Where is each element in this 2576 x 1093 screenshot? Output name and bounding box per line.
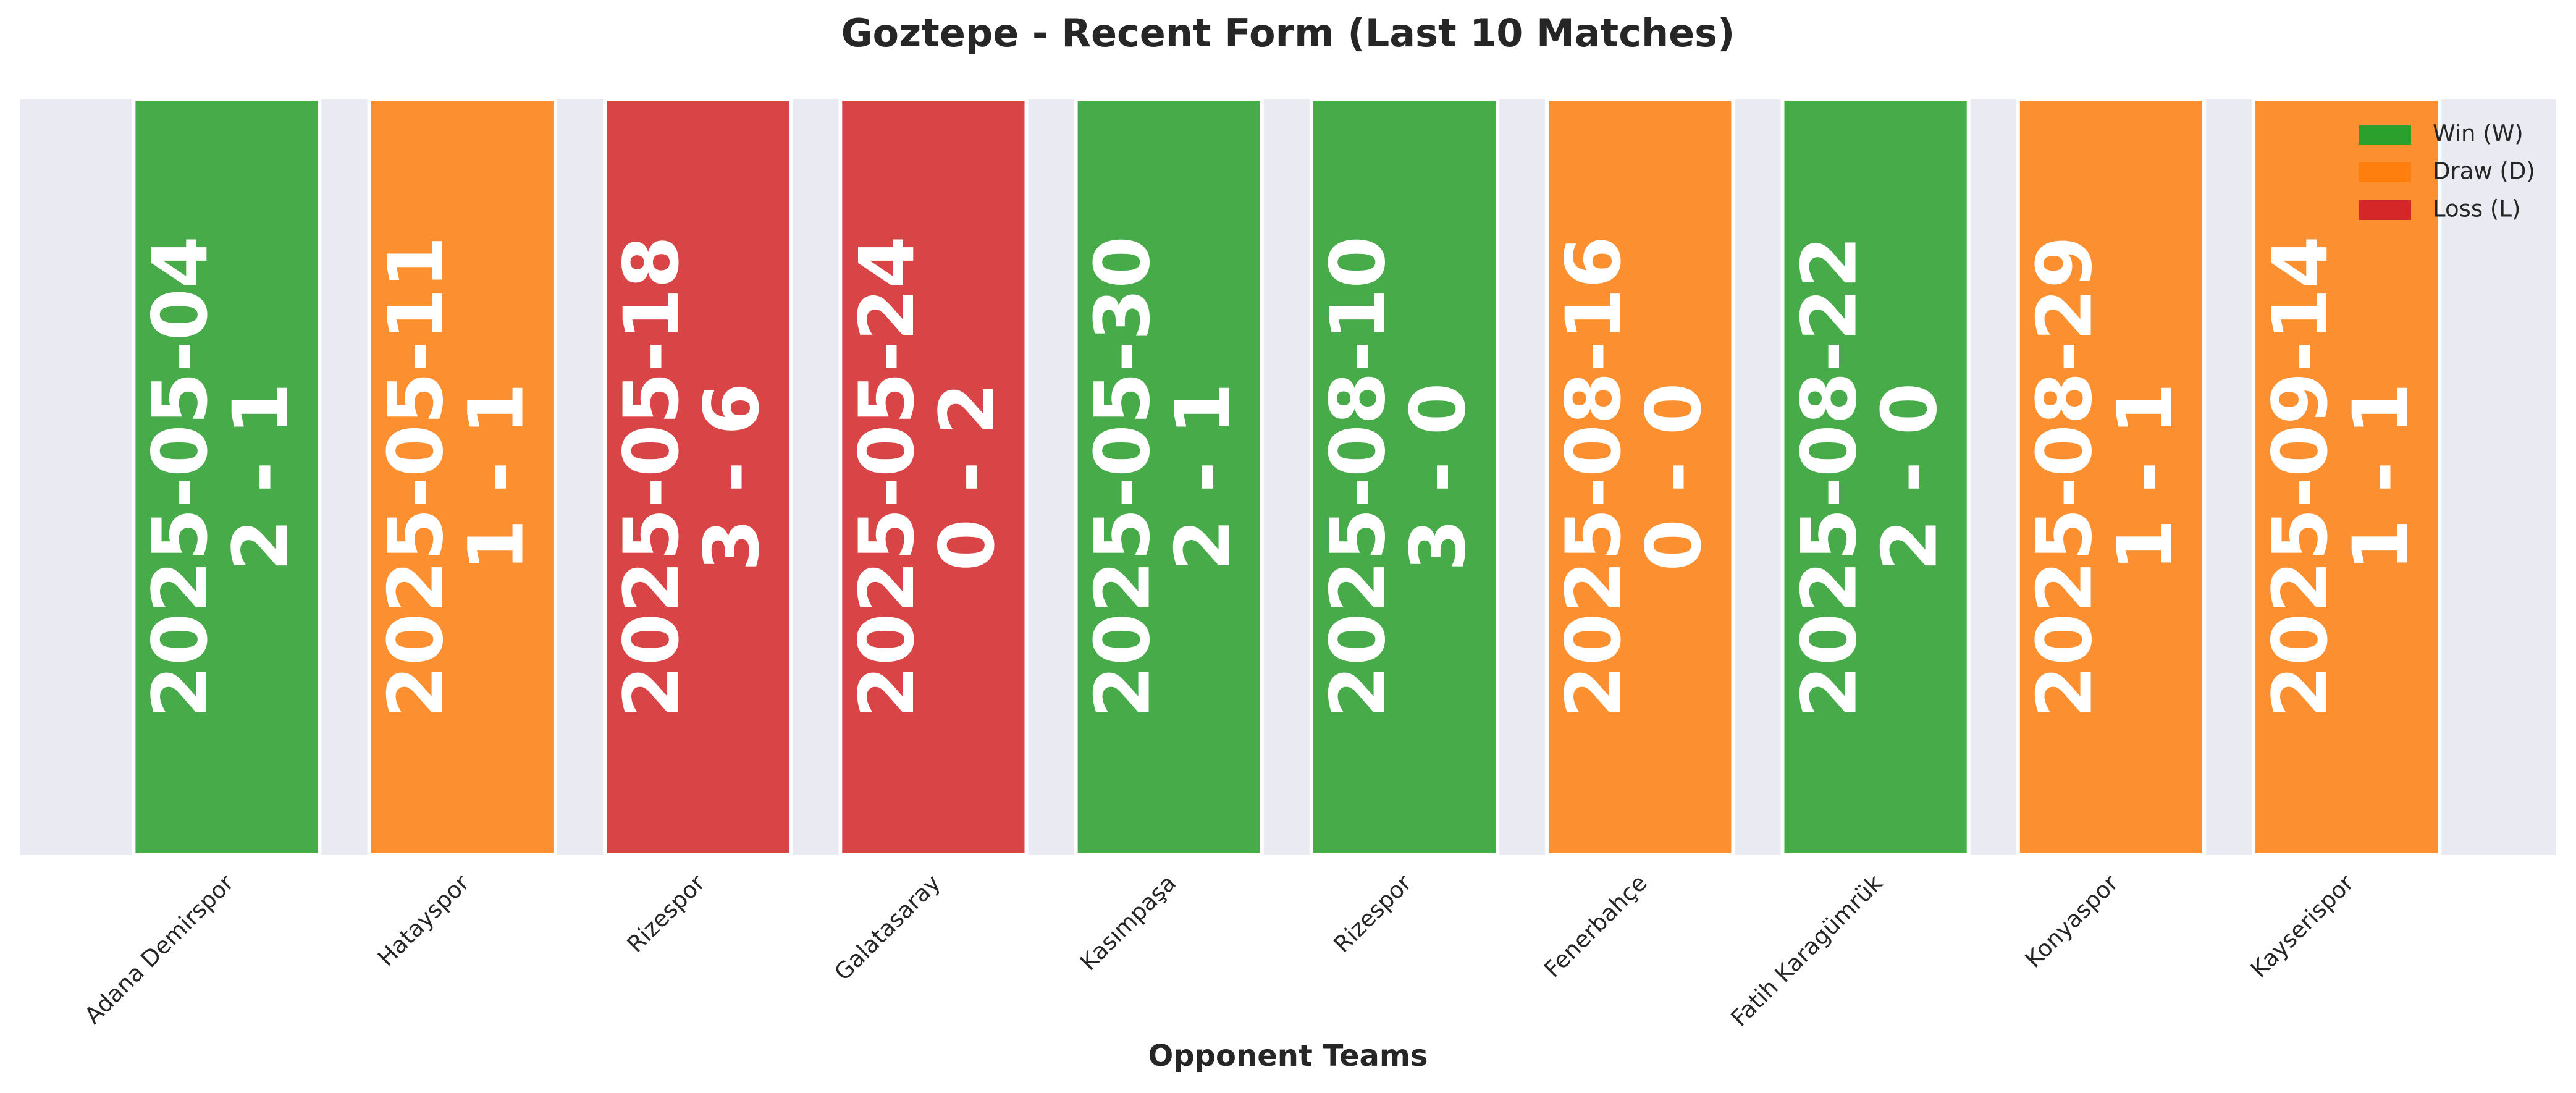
legend-label: Loss (L) <box>2433 196 2520 222</box>
bar <box>602 97 793 857</box>
bar-date-label: 2025-09-14 <box>2257 236 2344 718</box>
bar-date-label: 2025-05-30 <box>1079 236 1166 718</box>
bar <box>2016 97 2207 857</box>
bar <box>838 97 1029 857</box>
x-tick-label: Kayserispor <box>2246 869 2359 983</box>
bar-score-label: 2 - 1 <box>1159 382 1247 571</box>
bar-date-label: 2025-05-18 <box>608 236 696 718</box>
bar-score-label: 0 - 2 <box>924 382 1011 571</box>
legend-swatch <box>2359 162 2411 182</box>
bar-date-label: 2025-05-24 <box>843 236 931 718</box>
x-tick-label: Fatih Karagümrük <box>1726 869 1888 1032</box>
bar-date-label: 2025-05-04 <box>137 236 224 718</box>
bar <box>2252 97 2442 857</box>
bar <box>367 97 557 857</box>
x-tick-label: Rizespor <box>1329 869 1417 958</box>
legend-label: Win (W) <box>2433 120 2523 147</box>
x-axis-label: Opponent Teams <box>1148 1039 1428 1073</box>
bar-date-label: 2025-08-16 <box>1550 236 1638 718</box>
bar <box>132 97 322 857</box>
bar-date-label: 2025-05-11 <box>372 236 460 718</box>
chart-title: Goztepe - Recent Form (Last 10 Matches) <box>841 11 1735 56</box>
x-tick-label: Konyaspor <box>2020 869 2124 973</box>
x-tick-label: Adana Demirspor <box>80 869 240 1029</box>
x-tick-label: Galatasaray <box>829 869 945 985</box>
bar-score-label: 1 - 1 <box>2337 382 2425 571</box>
bar-date-label: 2025-08-29 <box>2021 236 2109 718</box>
bar-score-label: 1 - 1 <box>452 382 540 571</box>
x-tick-label: Fenerbahçe <box>1539 869 1652 982</box>
x-tick-label: Kasımpaşa <box>1075 869 1181 976</box>
bar-score-label: 2 - 1 <box>217 382 305 571</box>
bar-score-label: 3 - 6 <box>688 382 776 571</box>
bar-date-label: 2025-08-10 <box>1315 236 1402 718</box>
bar <box>1309 97 1500 857</box>
bar <box>1780 97 1971 857</box>
bar <box>1545 97 1735 857</box>
legend-swatch <box>2359 125 2411 145</box>
bar-score-label: 3 - 0 <box>1395 382 1483 571</box>
bar-score-label: 1 - 1 <box>2102 382 2189 571</box>
legend-swatch <box>2359 200 2411 220</box>
bar-score-label: 0 - 0 <box>1630 382 1718 571</box>
bar-score-label: 2 - 0 <box>1866 382 1953 571</box>
x-tick-label: Hatayspor <box>373 869 474 971</box>
bar-date-label: 2025-08-22 <box>1785 236 1873 718</box>
x-tick-label: Rizespor <box>622 869 710 958</box>
bar <box>1074 97 1264 857</box>
legend-label: Draw (D) <box>2433 158 2535 185</box>
